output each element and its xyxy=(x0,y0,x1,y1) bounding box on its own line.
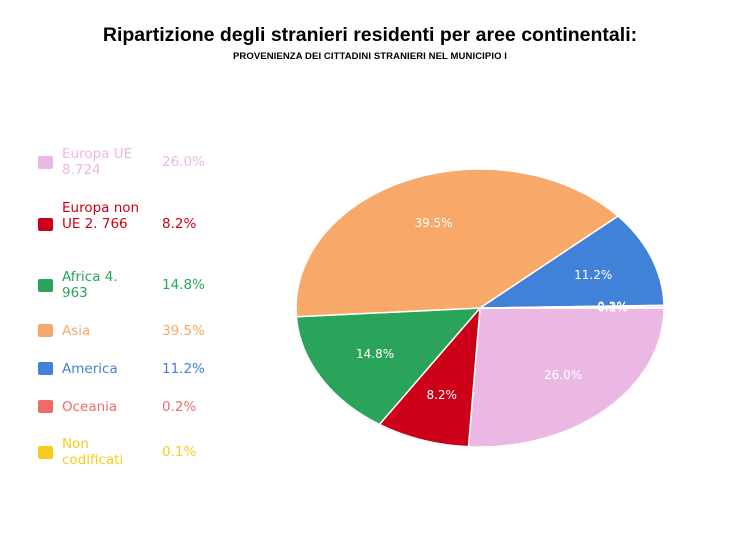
pie-slice[interactable] xyxy=(378,305,481,448)
slice-data-label: 39.5% xyxy=(414,216,452,230)
legend-percent: 0.2% xyxy=(162,399,197,415)
legend-percent: 26.0% xyxy=(162,154,205,170)
slice-data-label: 26.0% xyxy=(544,368,582,382)
slice-data-label: 8.2% xyxy=(426,388,457,402)
pie-slice[interactable] xyxy=(467,307,665,448)
legend-label: Africa 4. 963 xyxy=(62,269,118,301)
pie-slice[interactable] xyxy=(479,306,665,309)
slice-data-label: 14.8% xyxy=(356,347,394,361)
legend-label: Non codificati xyxy=(62,436,124,468)
legend-percent: 11.2% xyxy=(162,361,205,377)
slice-data-label: 0.2% xyxy=(597,300,628,314)
legend-label: Asia xyxy=(62,323,91,339)
legend-swatch xyxy=(38,279,53,292)
legend-swatch xyxy=(38,156,53,169)
slice-data-label: 11.2% xyxy=(574,268,612,282)
legend-percent: 8.2% xyxy=(162,216,197,232)
pie-slice[interactable] xyxy=(295,168,620,318)
legend-label: Europa UE 8.724 xyxy=(62,146,133,178)
slice-data-label: 0.1% xyxy=(597,301,628,315)
legend-percent: 39.5% xyxy=(162,323,205,339)
legend-label: America xyxy=(62,361,118,377)
pie-slice[interactable] xyxy=(295,307,482,426)
legend-percent: 14.8% xyxy=(162,277,205,293)
chart-title: Ripartizione degli stranieri residenti p… xyxy=(102,24,638,46)
legend-swatch xyxy=(38,400,53,413)
legend-percent: 0.1% xyxy=(162,444,197,460)
legend-swatch xyxy=(38,218,53,231)
legend-label: Oceania xyxy=(62,399,118,415)
chart-subtitle: PROVENIENZA DEI CITTADINI STRANIERI NEL … xyxy=(232,51,508,62)
legend-label: Europa non UE 2. 766 xyxy=(62,200,140,232)
pie-slice[interactable] xyxy=(477,215,665,309)
legend-swatch xyxy=(38,446,53,459)
legend-swatch xyxy=(38,362,53,375)
legend-swatch xyxy=(38,324,53,337)
